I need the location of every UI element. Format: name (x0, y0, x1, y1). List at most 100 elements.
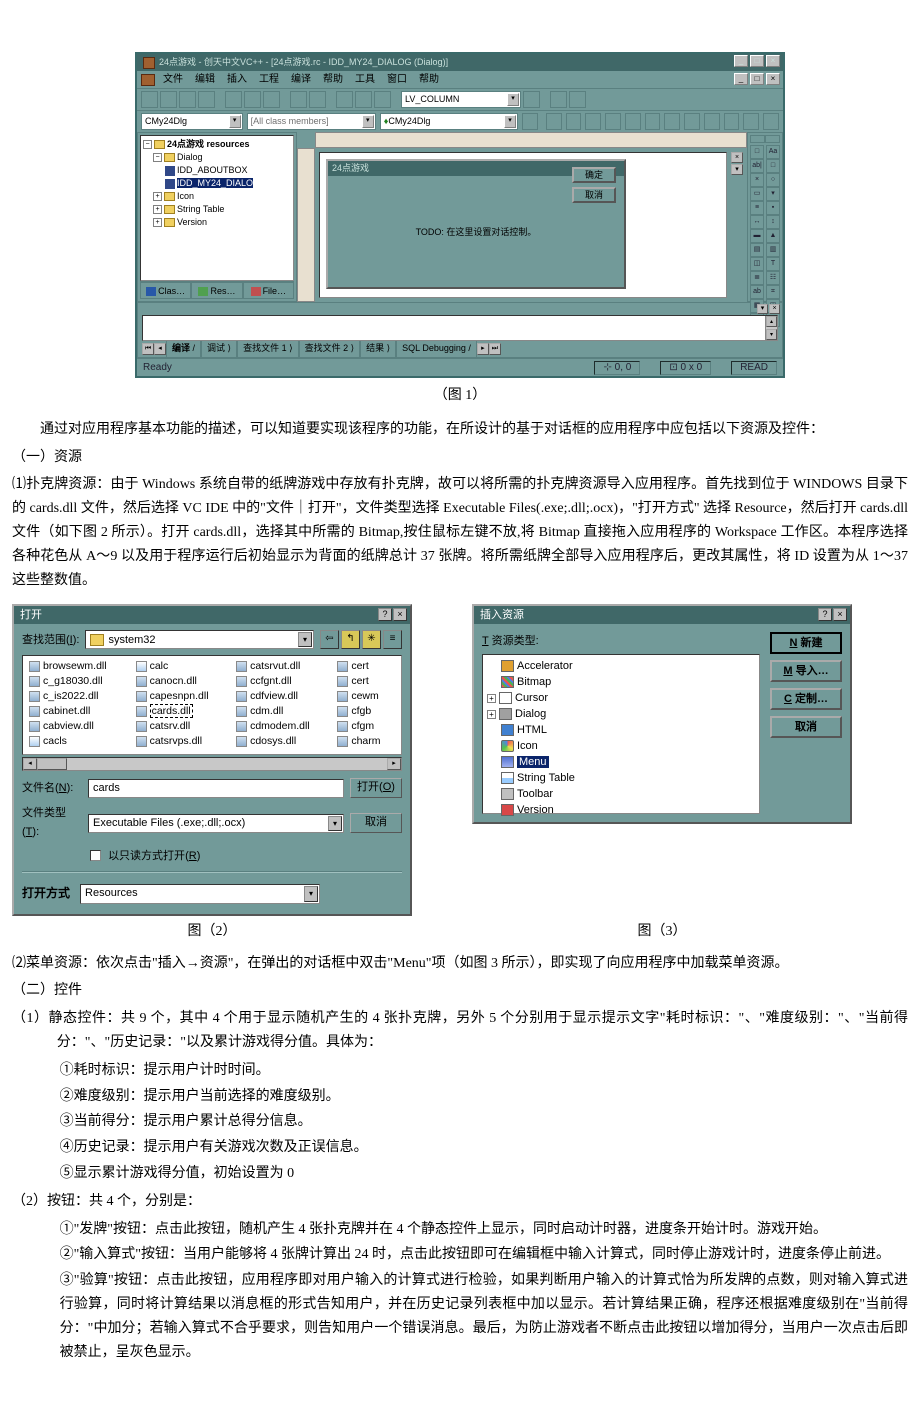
nav-up[interactable]: ↰ (341, 630, 360, 649)
resource-type-item[interactable]: Menu (487, 754, 755, 770)
palette-tool[interactable]: ▤ (750, 243, 764, 257)
nav-newfolder[interactable]: ✳ (362, 630, 381, 649)
minimize-button[interactable]: _ (734, 55, 748, 67)
new-button[interactable]: N 新建 (770, 632, 842, 654)
tb-x1[interactable] (550, 91, 567, 108)
resource-type-item[interactable]: Icon (487, 738, 755, 754)
close-button[interactable]: × (766, 55, 780, 67)
tb-saveall[interactable] (198, 91, 215, 108)
menu-tools[interactable]: 工具 (349, 71, 381, 88)
members-combo[interactable]: [All class members] ▾ (247, 113, 376, 130)
wb-g[interactable] (704, 113, 720, 130)
tb-save[interactable] (179, 91, 196, 108)
file-item[interactable]: catsrv.dll (134, 719, 235, 734)
palette-tool[interactable]: ↕ (766, 215, 780, 229)
file-item[interactable]: calc (134, 659, 235, 674)
file-item[interactable]: ccfgnt.dll (234, 674, 335, 689)
resource-tree[interactable]: −24点游戏 resources −Dialog IDD_ABOUTBOX ID… (140, 135, 294, 281)
tb-ws[interactable] (336, 91, 353, 108)
wb-b[interactable] (566, 113, 582, 130)
output-pin[interactable]: ▾ (757, 304, 768, 314)
output-tab-result[interactable]: 结果 ⟩ (360, 341, 396, 357)
palette-tool[interactable]: × (750, 173, 764, 187)
file-item[interactable]: cdm.dll (234, 704, 335, 719)
wb-go[interactable] (625, 113, 641, 130)
palette-tool[interactable]: ⌗ (766, 285, 780, 299)
cancel-button[interactable]: 取消 (350, 813, 402, 833)
file-item[interactable]: cdosys.dll (234, 734, 335, 749)
wb-j[interactable] (763, 113, 779, 130)
wb-stop[interactable] (645, 113, 661, 130)
file-item[interactable]: cert (335, 674, 397, 689)
insres-help-button[interactable]: ? (818, 608, 832, 621)
tb-copy[interactable] (244, 91, 261, 108)
file-item[interactable]: catsrvut.dll (234, 659, 335, 674)
palette-tool[interactable]: ▪ (766, 201, 780, 215)
resource-type-item[interactable]: Bitmap (487, 674, 755, 690)
wb-d[interactable] (605, 113, 621, 130)
tb-paste[interactable] (263, 91, 280, 108)
palette-tool[interactable]: ○ (766, 173, 780, 187)
filename-input[interactable]: cards (88, 779, 344, 798)
output-scrollbar[interactable]: ▴ ▾ (765, 316, 777, 340)
resource-type-item[interactable]: Version (487, 802, 755, 818)
resource-type-item[interactable]: +Cursor (487, 690, 755, 706)
file-item[interactable]: canocn.dll (134, 674, 235, 689)
open-button[interactable]: 打开(O) (350, 778, 402, 798)
tab-next[interactable]: ▸ (477, 343, 489, 355)
output-tab-find1[interactable]: 查找文件 1 ⟩ (237, 341, 299, 357)
find-combo[interactable]: LV_COLUMN ▾ (401, 91, 521, 108)
palette-tool[interactable]: ≡ (750, 201, 764, 215)
mock-cancel-button[interactable]: 取消 (572, 187, 616, 203)
tb-find[interactable] (523, 91, 540, 108)
menu-project[interactable]: 工程 (253, 71, 285, 88)
open-help-button[interactable]: ? (378, 608, 392, 621)
insres-cancel-button[interactable]: 取消 (770, 716, 842, 738)
scroll-up-icon[interactable]: ▴ (766, 316, 777, 327)
tab-fileview[interactable]: File… (243, 282, 294, 299)
palette-tool[interactable]: ▥ (766, 243, 780, 257)
palette-grip[interactable] (750, 135, 780, 143)
mock-ok-button[interactable]: 确定 (572, 167, 616, 183)
tb-out[interactable] (355, 91, 372, 108)
file-item[interactable]: cewm (335, 689, 397, 704)
file-item[interactable]: cabview.dll (27, 719, 134, 734)
dock-pin[interactable]: ▾ (731, 164, 743, 175)
mdi-maximize[interactable]: □ (750, 73, 764, 85)
class-combo[interactable]: CMy24Dlg ▾ (141, 113, 243, 130)
palette-tool[interactable]: Aa (766, 145, 780, 159)
mock-dialog[interactable]: 24点游戏 确定 取消 TODO: 在这里设置对话控制。 (326, 159, 626, 289)
tb-cut[interactable] (225, 91, 242, 108)
resource-type-item[interactable]: Toolbar (487, 786, 755, 802)
mdi-close[interactable]: × (766, 73, 780, 85)
insres-close-button[interactable]: × (833, 608, 847, 621)
palette-tool[interactable]: ▭ (750, 187, 764, 201)
file-item[interactable]: catsrvps.dll (134, 734, 235, 749)
file-item[interactable]: cert (335, 659, 397, 674)
palette-tool[interactable]: ≣ (750, 271, 764, 285)
menu-build[interactable]: 编译 (285, 71, 317, 88)
tb-redo[interactable] (309, 91, 326, 108)
menu-insert[interactable]: 插入 (221, 71, 253, 88)
tb-open[interactable] (160, 91, 177, 108)
path-dropdown[interactable]: system32 ▾ (85, 630, 314, 649)
palette-tool[interactable]: ☷ (766, 271, 780, 285)
file-hscroll[interactable]: ◂ ▸ (22, 757, 402, 771)
dock-close[interactable]: × (731, 152, 743, 163)
file-item[interactable]: capesnpn.dll (134, 689, 235, 704)
palette-tool[interactable]: ▲ (766, 229, 780, 243)
menu-file[interactable]: 文件 (157, 71, 189, 88)
palette-tool[interactable]: ↔ (750, 215, 764, 229)
wb-i[interactable] (743, 113, 759, 130)
maximize-button[interactable]: □ (750, 55, 764, 67)
file-item[interactable]: cdmodem.dll (234, 719, 335, 734)
palette-tool[interactable]: □ (750, 145, 764, 159)
palette-tool[interactable]: T (766, 257, 780, 271)
func-combo[interactable]: ♦ CMy24Dlg ▾ (380, 113, 518, 130)
tab-classview[interactable]: Clas… (140, 282, 191, 299)
palette-tool[interactable]: ◫ (750, 257, 764, 271)
nav-back[interactable]: ⇦ (320, 630, 339, 649)
resource-type-item[interactable]: String Table (487, 770, 755, 786)
file-item[interactable]: cards.dll (134, 704, 235, 719)
openas-dropdown[interactable]: Resources ▾ (80, 884, 320, 904)
